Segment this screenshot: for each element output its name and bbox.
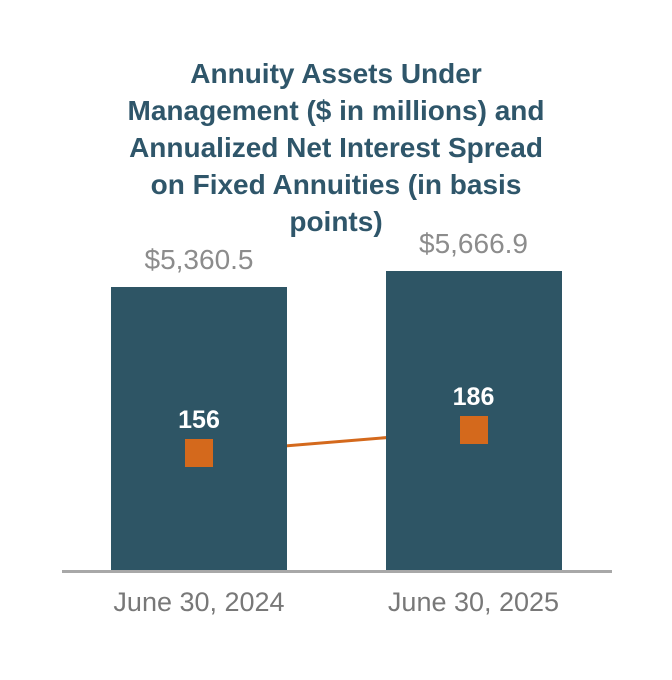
chart-title-line-3: Annualized Net Interest Spread xyxy=(129,132,543,163)
bar-value-label-2025: $5,666.9 xyxy=(419,228,528,259)
chart-title-line-5: points) xyxy=(289,206,383,237)
category-label-2025: June 30, 2025 xyxy=(387,587,560,617)
spread-marker-2025 xyxy=(459,416,488,445)
spread-marker-2024 xyxy=(185,439,213,468)
bar-value-label-2024: $5,360.5 xyxy=(144,244,254,276)
chart-title-line-1: Annuity Assets Under xyxy=(190,58,482,89)
chart-title-line-4: on Fixed Annuities (in basis xyxy=(150,169,522,200)
bar-june-30-2024 xyxy=(111,287,287,571)
chart-title-line-2: Management ($ in millions) and xyxy=(127,95,545,126)
chart-title: Annuity Assets Under Management ($ in mi… xyxy=(56,55,616,240)
category-label-2024: June 30, 2024 xyxy=(113,587,285,617)
spread-value-label-2025: 186 xyxy=(452,383,495,412)
spread-value-label-2024: 156 xyxy=(178,406,220,435)
x-axis-line xyxy=(62,570,612,573)
